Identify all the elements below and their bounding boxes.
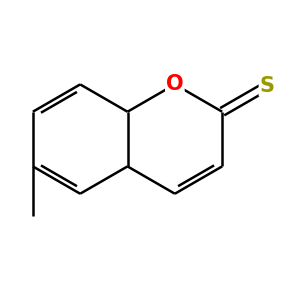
Text: S: S [260, 76, 275, 96]
Text: O: O [166, 74, 184, 94]
